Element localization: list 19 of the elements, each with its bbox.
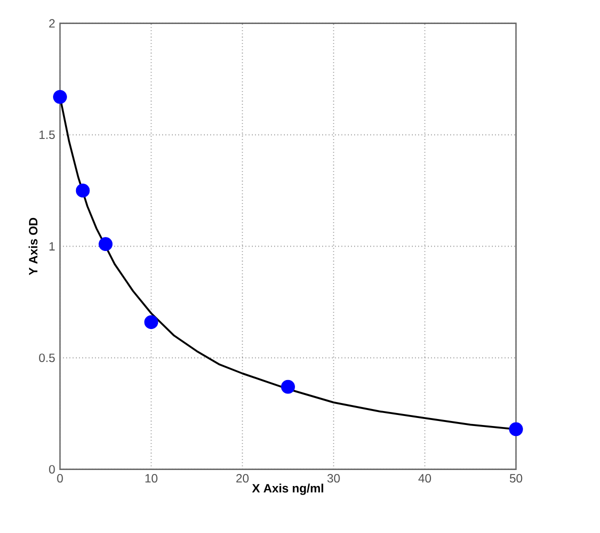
point <box>76 183 90 198</box>
y-tick-label: 1 <box>50 242 55 250</box>
point <box>144 315 158 329</box>
x-tick-label: 50 <box>510 474 522 482</box>
point <box>281 380 295 394</box>
x-tick-label: 10 <box>145 474 158 482</box>
x-tick-label: 20 <box>236 474 249 482</box>
x-tick-label: 0 <box>57 474 63 482</box>
point <box>53 90 67 104</box>
y-tick-label: 0.5 <box>39 353 55 362</box>
y-axis-title: Y Axis OD <box>28 218 38 275</box>
x-tick-label: 30 <box>327 474 340 482</box>
y-tick-label: 1.5 <box>40 130 55 139</box>
x-axis-title: X Axis ng/ml <box>252 484 324 495</box>
y-tick-label: 2 <box>49 18 55 28</box>
point <box>98 237 113 251</box>
point <box>509 422 523 436</box>
x-tick-label: 40 <box>418 474 432 482</box>
y-tick-label: 0 <box>49 464 55 474</box>
